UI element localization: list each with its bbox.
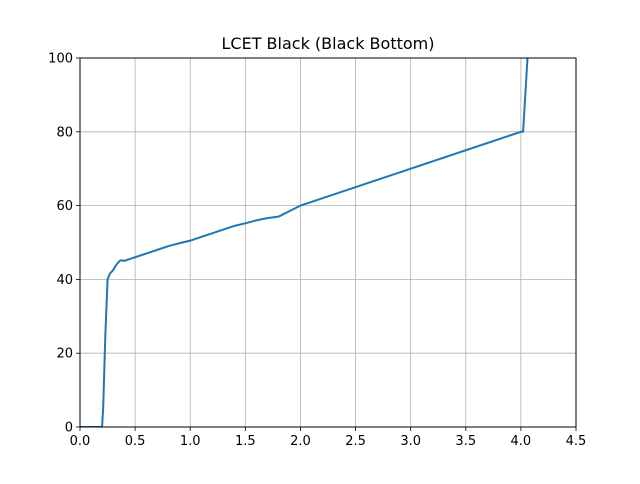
chart-title: LCET Black (Black Bottom): [222, 34, 435, 53]
y-tick-label: 40: [56, 273, 73, 288]
series-line: [80, 58, 529, 427]
y-tick-label: 0: [65, 421, 73, 436]
y-tick-label: 80: [56, 125, 73, 140]
x-tick-label: 0.0: [70, 434, 91, 449]
x-tick-label: 2.0: [290, 434, 311, 449]
axis-ticks: 0.0 0.5 1.0 1.5 2.0 2.5 3.0 3.5 4.0 4.5 0 20 40 60 80 1…: [48, 52, 586, 450]
series-layer: [80, 58, 529, 427]
x-tick-label: 4.5: [566, 434, 587, 449]
x-tick-label: 1.0: [180, 434, 201, 449]
y-tick-label: 100: [48, 52, 73, 67]
x-tick-label: 2.5: [345, 434, 366, 449]
x-tick-label: 1.5: [235, 434, 256, 449]
x-tick-label: 3.0: [400, 434, 421, 449]
x-tick-label: 4.0: [511, 434, 532, 449]
y-tick-label: 20: [56, 347, 73, 362]
x-tick-label: 0.5: [125, 434, 146, 449]
y-tick-label: 60: [56, 199, 73, 214]
x-tick-label: 3.5: [455, 434, 476, 449]
plot-frame: [79, 57, 577, 428]
